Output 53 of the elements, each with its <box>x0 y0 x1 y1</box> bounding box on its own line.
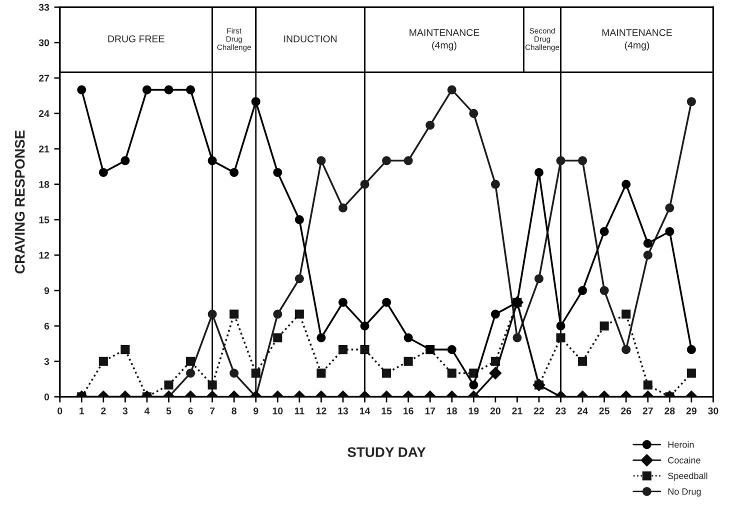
legend-label: Speedball <box>668 472 708 481</box>
y-tick-label: 18 <box>39 181 50 188</box>
x-tick-label: 17 <box>425 408 436 414</box>
x-tick-label: 2 <box>101 407 106 414</box>
y-tick-label: 21 <box>38 146 50 152</box>
x-tick-label: 20 <box>490 407 500 414</box>
x-tick-label: 22 <box>534 407 544 414</box>
x-tick-label: 5 <box>166 408 172 414</box>
x-tick-label: 0 <box>58 407 62 414</box>
x-tick-label: 19 <box>468 407 479 414</box>
y-tick-label: 15 <box>39 216 50 224</box>
band-label: MAINTENANCE (4mg) <box>602 29 672 51</box>
x-tick-label: 7 <box>210 408 215 414</box>
x-tick-label: 25 <box>599 407 610 414</box>
legend-label: Heroin <box>668 441 694 448</box>
y-tick-label: 0 <box>44 394 50 400</box>
x-tick-label: 10 <box>272 407 283 414</box>
y-tick-label: 12 <box>39 252 50 259</box>
x-tick-label: 6 <box>188 407 193 414</box>
x-tick-label: 4 <box>144 408 150 414</box>
x-tick-label: 23 <box>556 407 566 414</box>
y-tick-label: 33 <box>38 4 50 11</box>
legend-label: Cocaine <box>668 456 700 464</box>
x-tick-label: 29 <box>686 407 696 414</box>
band-label: MAINTENANCE (4mg) <box>410 29 480 51</box>
band-label: INDUCTION <box>284 35 337 42</box>
y-tick-label: 27 <box>38 74 50 82</box>
x-tick-label: 3 <box>122 407 128 414</box>
x-tick-label: 27 <box>642 407 653 414</box>
x-tick-label: 30 <box>708 407 718 414</box>
x-tick-label: 1 <box>80 408 84 414</box>
x-tick-label: 24 <box>577 407 588 414</box>
x-tick-label: 18 <box>447 407 457 414</box>
band-label: DRUG FREE <box>108 35 164 42</box>
y-tick-label: 6 <box>44 322 50 330</box>
x-tick-label: 13 <box>338 407 348 414</box>
x-tick-label: 26 <box>621 407 632 414</box>
y-tick-label: 24 <box>38 110 50 117</box>
x-tick-label: 8 <box>232 407 236 414</box>
x-tick-label: 21 <box>512 407 522 414</box>
y-tick-label: 30 <box>38 39 50 46</box>
x-tick-label: 15 <box>382 408 392 414</box>
x-tick-label: 28 <box>664 407 675 414</box>
x-tick-label: 9 <box>254 407 258 414</box>
x-tick-label: 11 <box>294 408 304 414</box>
y-tick-label: 9 <box>44 287 50 294</box>
x-tick-label: 16 <box>404 407 414 414</box>
y-axis-title: CRAVING RESPONSE <box>14 130 25 274</box>
x-tick-label: 12 <box>316 407 326 414</box>
y-tick-label: 3 <box>44 358 50 366</box>
legend-label: No Drug <box>668 488 701 497</box>
x-tick-label: 14 <box>360 408 370 414</box>
x-axis-title: STUDY DAY <box>348 447 426 458</box>
